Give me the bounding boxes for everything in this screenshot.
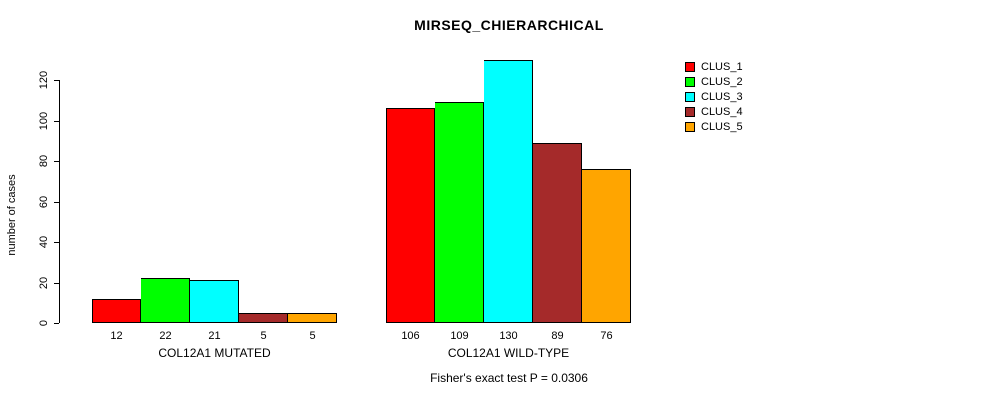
y-tick-mark <box>54 282 59 284</box>
y-tick-label: 100 <box>38 111 50 130</box>
y-tick-label: 60 <box>38 195 50 208</box>
y-tick-mark <box>54 242 59 243</box>
bar-clus_3-group1 <box>190 280 239 323</box>
y-axis-line <box>59 80 60 323</box>
bar-value-label: 5 <box>309 330 316 342</box>
legend-label: CLUS_1 <box>701 61 743 73</box>
group-label: COL12A1 MUTATED <box>158 346 271 360</box>
legend-swatch-clus_5 <box>685 122 695 132</box>
bar-clus_4-group1 <box>239 313 288 323</box>
y-tick-mark <box>54 80 59 81</box>
bar-clus_5-group2 <box>582 169 631 323</box>
legend-label: CLUS_5 <box>701 121 743 133</box>
bar-value-label: 130 <box>499 330 518 342</box>
bar-value-label: 89 <box>551 330 564 342</box>
legend-label: CLUS_4 <box>701 106 743 118</box>
y-tick-label: 0 <box>38 319 50 327</box>
legend-swatch-clus_4 <box>685 107 695 117</box>
bar-value-label: 106 <box>401 330 420 342</box>
y-tick-label: 40 <box>38 235 50 249</box>
y-tick-label: 120 <box>38 70 50 90</box>
bar-clus_1-group2 <box>386 108 435 323</box>
y-tick-label: 20 <box>38 276 50 289</box>
bar-value-label: 5 <box>260 330 267 342</box>
y-tick-label: 80 <box>38 154 50 168</box>
bar-value-label: 76 <box>600 330 613 342</box>
group-label: COL12A1 WILD-TYPE <box>447 346 570 360</box>
bar-clus_1-group1 <box>92 299 141 323</box>
bar-value-label: 22 <box>159 330 172 342</box>
legend-swatch-clus_2 <box>685 77 695 87</box>
bar-clus_5-group1 <box>288 313 337 323</box>
legend-swatch-clus_1 <box>685 62 695 72</box>
y-axis-title: number of cases <box>6 174 18 256</box>
bar-clus_2-group2 <box>435 102 484 323</box>
y-tick-mark <box>54 201 59 203</box>
annotation-text: Fisher's exact test P = 0.0306 <box>430 371 588 385</box>
bar-clus_2-group1 <box>141 278 190 323</box>
legend-label: CLUS_3 <box>701 91 743 103</box>
bar-clus_3-group2 <box>484 60 533 323</box>
legend-label: CLUS_2 <box>701 76 743 88</box>
bar-value-label: 21 <box>208 330 221 342</box>
bar-clus_4-group2 <box>533 143 582 323</box>
y-tick-mark <box>54 323 59 324</box>
chart-title: MIRSEQ_CHIERARCHICAL <box>414 17 604 33</box>
bar-value-label: 12 <box>110 330 123 342</box>
legend-swatch-clus_3 <box>685 92 695 102</box>
y-tick-mark <box>54 161 59 162</box>
y-tick-mark <box>54 120 59 122</box>
bar-value-label: 109 <box>450 330 469 342</box>
